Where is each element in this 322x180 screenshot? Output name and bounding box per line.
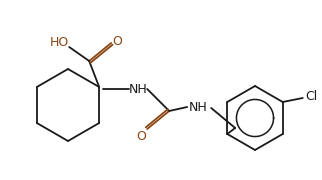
Text: Cl: Cl [306,89,318,102]
Text: O: O [136,129,146,143]
Text: O: O [112,35,122,48]
Text: HO: HO [50,35,69,48]
Text: NH: NH [189,100,208,114]
Text: NH: NH [129,82,147,96]
